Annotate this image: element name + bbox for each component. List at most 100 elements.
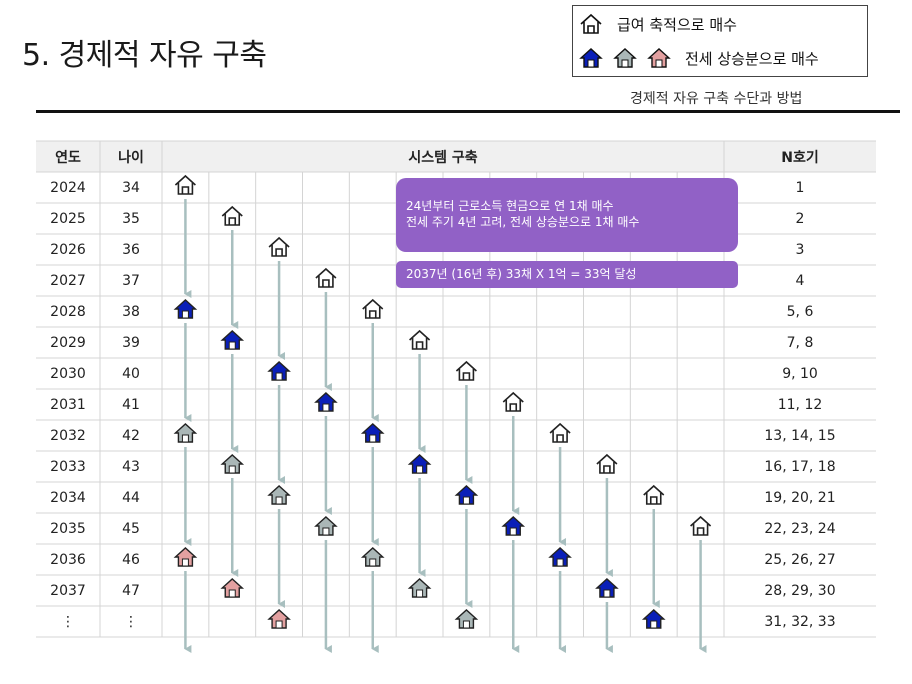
header-age: 나이 — [118, 149, 144, 166]
house-gray-icon — [360, 547, 385, 567]
house-outline-icon — [409, 329, 431, 350]
cell-year: 2027 — [50, 273, 86, 289]
cell-age: 44 — [122, 490, 140, 506]
cell-age: 45 — [122, 521, 140, 537]
cell-count: 5, 6 — [787, 304, 814, 320]
cell-year: 2031 — [50, 397, 86, 413]
cell-count: 22, 23, 24 — [764, 521, 835, 537]
title-divider — [36, 110, 900, 113]
cell-count: 28, 29, 30 — [764, 583, 835, 599]
cell-year: ⋮ — [61, 614, 75, 630]
house-outline-icon — [502, 391, 524, 412]
house-blue-icon — [314, 392, 338, 412]
house-outline-icon — [549, 422, 571, 443]
cell-age: 40 — [122, 366, 140, 382]
cell-year: 2024 — [50, 180, 86, 196]
house-pink-icon — [267, 609, 291, 629]
callout-goal-text: 2037년 (16년 후) 33채 X 1억 = 33억 달성 — [406, 267, 637, 281]
cell-age: 41 — [122, 397, 140, 413]
house-outline-icon — [455, 360, 477, 381]
cell-age: 47 — [122, 583, 140, 599]
cell-age: 37 — [122, 273, 140, 289]
cell-count: 9, 10 — [782, 366, 818, 382]
house-gray-icon — [314, 516, 338, 536]
house-pink-icon — [647, 48, 671, 68]
cell-count: 2 — [796, 211, 805, 227]
house-gray-icon — [407, 578, 432, 598]
house-gray-icon — [613, 48, 637, 68]
house-blue-icon — [595, 578, 619, 598]
house-blue-icon — [454, 485, 479, 505]
page-subtitle: 경제적 자유 구축 수단과 방법 — [630, 91, 803, 107]
cell-age: ⋮ — [124, 614, 138, 630]
cell-year: 2035 — [50, 521, 86, 537]
house-outline-icon — [643, 484, 665, 505]
cell-age: 38 — [122, 304, 140, 320]
callout-goal: 2037년 (16년 후) 33채 X 1억 = 33억 달성 — [396, 261, 738, 288]
cell-year: 2032 — [50, 428, 86, 444]
callout-strategy-line1: 24년부터 근로소득 현금으로 연 1채 매수 — [406, 199, 614, 213]
house-gray-icon — [220, 454, 245, 474]
cell-count: 19, 20, 21 — [764, 490, 835, 506]
cell-age: 35 — [122, 211, 140, 227]
legend-jeonse-label: 전세 상승분으로 매수 — [685, 49, 819, 68]
house-gray-icon — [173, 423, 198, 443]
callout-strategy-line2: 전세 주기 4년 고려, 전세 상승분으로 1채 매수 — [406, 215, 640, 229]
cell-year: 2028 — [50, 304, 86, 320]
house-outline-icon — [580, 13, 602, 34]
cell-count: 4 — [796, 273, 805, 289]
house-gray-icon — [267, 485, 291, 505]
cell-count: 11, 12 — [778, 397, 823, 413]
cell-count: 1 — [796, 180, 805, 196]
cell-age: 43 — [122, 459, 140, 475]
cell-year: 2036 — [50, 552, 86, 568]
house-pink-icon — [173, 547, 198, 567]
cell-age: 46 — [122, 552, 140, 568]
cell-year: 2037 — [50, 583, 86, 599]
header-system: 시스템 구축 — [408, 149, 477, 166]
house-outline-icon — [362, 298, 384, 319]
legend-salary-label: 급여 축적으로 매수 — [617, 15, 737, 34]
cell-year: 2030 — [50, 366, 86, 382]
cell-count: 3 — [796, 242, 805, 258]
cell-year: 2029 — [50, 335, 86, 351]
cell-count: 16, 17, 18 — [764, 459, 835, 475]
legend-box: 급여 축적으로 매수 전세 상승분으로 매수 — [572, 5, 868, 77]
header-count: N호기 — [781, 150, 818, 166]
house-blue-icon — [641, 609, 666, 629]
cell-count: 25, 26, 27 — [764, 552, 835, 568]
house-blue-icon — [579, 48, 603, 68]
cell-count: 7, 8 — [787, 335, 814, 351]
house-pink-icon — [220, 578, 245, 598]
house-blue-icon — [360, 423, 385, 443]
house-outline-icon — [690, 515, 712, 536]
house-outline-icon — [315, 267, 337, 288]
cell-age: 36 — [122, 242, 140, 258]
house-blue-icon — [173, 299, 198, 319]
page-title: 5. 경제적 자유 구축 — [22, 38, 267, 73]
house-outline-icon — [268, 236, 290, 257]
legend-row-jeonse: 전세 상승분으로 매수 — [579, 44, 819, 72]
cell-age: 39 — [122, 335, 140, 351]
house-gray-icon — [454, 609, 479, 629]
house-blue-icon — [267, 361, 291, 381]
cell-age: 34 — [122, 180, 140, 196]
house-outline-icon — [596, 453, 618, 474]
cell-year: 2034 — [50, 490, 86, 506]
house-blue-icon — [548, 547, 572, 567]
house-blue-icon — [407, 454, 432, 474]
header-year: 연도 — [55, 150, 81, 166]
house-blue-icon — [501, 516, 526, 536]
callout-strategy: 24년부터 근로소득 현금으로 연 1채 매수 전세 주기 4년 고려, 전세 … — [396, 178, 738, 252]
house-outline-icon — [174, 174, 196, 195]
cell-age: 42 — [122, 428, 140, 444]
cell-year: 2026 — [50, 242, 86, 258]
house-outline-icon — [221, 205, 243, 226]
cell-count: 31, 32, 33 — [764, 614, 835, 630]
legend-row-salary: 급여 축적으로 매수 — [579, 10, 737, 38]
table-header — [36, 141, 876, 172]
cell-count: 13, 14, 15 — [764, 428, 835, 444]
house-blue-icon — [220, 330, 245, 350]
cell-year: 2033 — [50, 459, 86, 475]
